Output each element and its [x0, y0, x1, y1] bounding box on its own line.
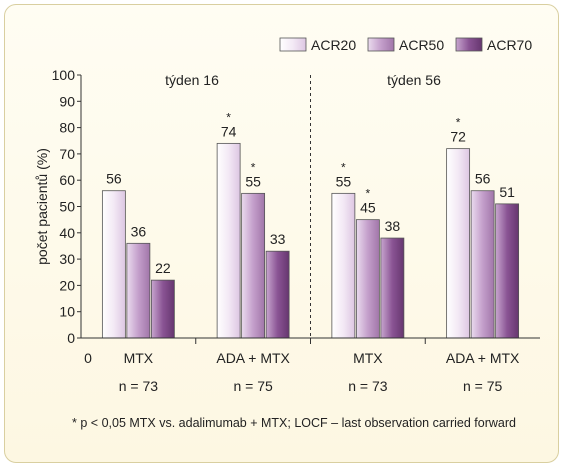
x-category-label: ADA + MTX [216, 350, 290, 366]
bar-value-label: 55 [245, 173, 261, 189]
y-tick-label: 50 [59, 199, 75, 215]
bar-value-label: 36 [131, 223, 147, 239]
y-tick-label: 0 [67, 330, 75, 346]
group-n-label: n = 73 [119, 378, 159, 394]
legend-label: ACR20 [311, 37, 356, 53]
significance-mark: * [251, 160, 256, 174]
bar-acr50 [355, 219, 380, 339]
y-tick-label: 80 [59, 120, 75, 136]
significance-mark: * [226, 110, 231, 124]
y-tick-label: 30 [59, 251, 75, 267]
x-category-label: MTX [353, 350, 383, 366]
bar-value-label: 56 [106, 171, 122, 187]
y-tick-label: 40 [59, 225, 75, 241]
y-axis: 10 20 30 40 50 60 70 80 90 100 00 počet pacientů (%… [34, 67, 92, 366]
bar-value-label: 72 [450, 129, 466, 145]
bar-acr50 [470, 190, 495, 339]
bar-value-label: 51 [499, 184, 515, 200]
bar-value-label: 38 [385, 218, 401, 234]
significance-mark: * [366, 187, 371, 201]
y-tick-label: 100 [52, 67, 76, 83]
bar-value-label: 45 [360, 200, 376, 216]
x-axis: MTX n = 73 ADA + MTX n = 75 MTX n = 73 ADA + M… [81, 75, 540, 394]
legend-swatch-acr20 [279, 37, 307, 52]
y-tick-label: 20 [59, 277, 75, 293]
panel-labels: týden 16 týden 56 [165, 72, 441, 88]
x-category-label: ADA + MTX [446, 350, 520, 366]
legend-label: ACR70 [487, 37, 532, 53]
legend-label: ACR50 [399, 37, 444, 53]
bar-value-label: 74 [221, 123, 237, 139]
bar-acr20 [446, 148, 471, 339]
y-axis-label: počet pacientů (%) [34, 148, 50, 265]
bar-acr70 [380, 237, 405, 339]
bar-value-label: 55 [336, 173, 352, 189]
y-tick-label: 70 [59, 146, 75, 162]
bar-value-label: 22 [155, 260, 171, 276]
bar-acr20 [331, 192, 356, 339]
bar-acr20 [216, 142, 241, 339]
x-category-label: MTX [124, 350, 154, 366]
significance-mark: * [341, 160, 346, 174]
panel-label: týden 16 [165, 72, 219, 88]
bar-acr50 [126, 242, 151, 339]
legend-swatch-acr50 [367, 37, 395, 52]
panel-label: týden 56 [387, 72, 441, 88]
legend: ACR20 ACR50 ACR70 [279, 37, 532, 53]
legend-swatch-acr70 [455, 37, 483, 52]
group-n-label: n = 73 [348, 378, 388, 394]
bar-acr70 [265, 250, 290, 339]
significance-mark: * [456, 116, 461, 130]
bar-acr20 [101, 190, 126, 339]
bar-value-label: 56 [475, 171, 491, 187]
x-origin-label: 0 [84, 350, 92, 366]
y-tick-label: 90 [59, 93, 75, 109]
bar-value-label: 33 [270, 231, 286, 247]
footnote: * p < 0,05 MTX vs. adalimumab + MTX; LOC… [72, 416, 516, 430]
bar-acr70 [495, 203, 520, 339]
group-n-label: n = 75 [233, 378, 273, 394]
y-tick-label: 10 [59, 304, 75, 320]
bar-acr70 [150, 279, 175, 339]
bar-acr50 [241, 192, 266, 339]
group-n-label: n = 75 [463, 378, 503, 394]
y-tick-label: 60 [59, 172, 75, 188]
